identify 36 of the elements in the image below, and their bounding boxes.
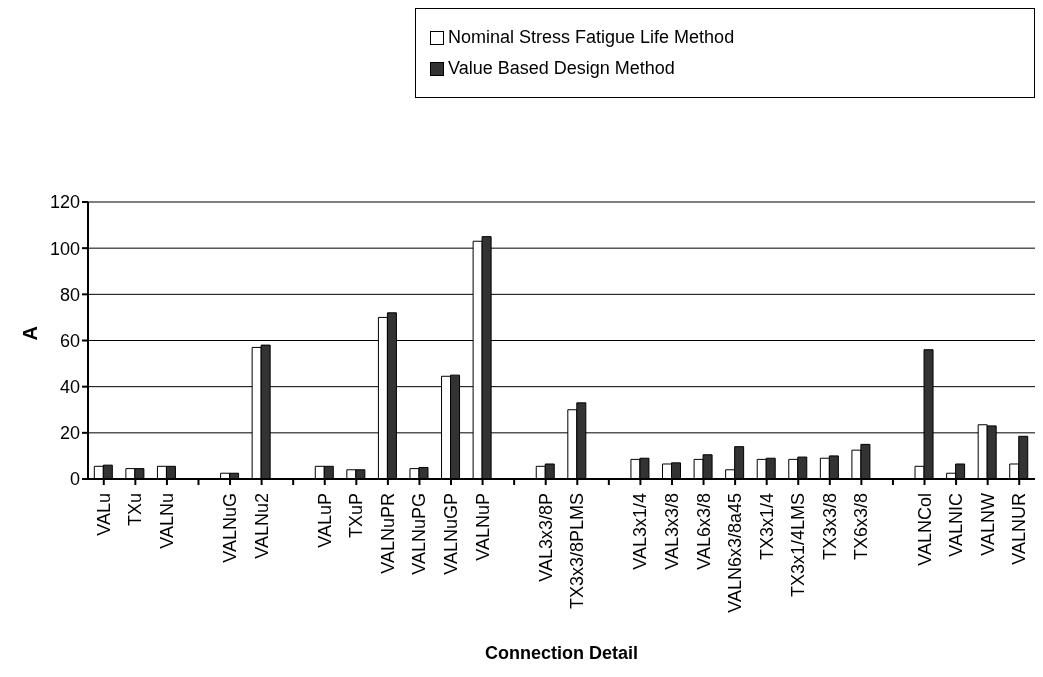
x-tick-label: VAL3x1/4	[630, 493, 651, 570]
legend-label: Nominal Stress Fatigue Life Method	[448, 27, 735, 48]
legend-label: Value Based Design Method	[448, 58, 675, 79]
x-tick-label: TX6x3/8	[851, 493, 872, 561]
x-tick-label: VALNuPG	[409, 493, 430, 575]
x-axis-title: Connection Detail	[484, 643, 639, 663]
y-tick-label: 120	[49, 192, 80, 213]
x-tick-label: TX3x3/8PLMS	[567, 493, 588, 610]
x-tick-label: VALu	[93, 493, 114, 536]
y-tick-label: 20	[59, 423, 80, 444]
x-tick-label: TX3x3/8	[819, 493, 840, 561]
y-tick-label: 40	[59, 377, 80, 398]
x-tick-label: VAL3x3/8P	[535, 493, 556, 582]
y-tick-label: 60	[59, 330, 80, 351]
x-tick-label: VALNu2	[251, 493, 272, 559]
x-tick-label: VALNuGP	[441, 493, 462, 575]
x-tick-label: VALuP	[314, 493, 335, 548]
x-tick-label: VAL6x3/8	[693, 493, 714, 570]
y-tick-label: 80	[59, 284, 80, 305]
x-tick-label: VALNCol	[914, 493, 935, 566]
x-tick-label: VALNu	[156, 493, 177, 549]
x-tick-label: VALNW	[977, 493, 998, 556]
x-tick-label: VALN6x3/8a45	[725, 493, 746, 613]
x-tick-label: VALNUR	[1009, 493, 1030, 565]
x-tick-label: VALNIC	[946, 493, 967, 557]
x-tick-label: TXuP	[346, 493, 367, 539]
y-tick-label: 100	[49, 238, 80, 259]
x-tick-label: VAL3x3/8	[661, 493, 682, 570]
x-tick-label: TXu	[125, 493, 146, 527]
x-tick-label: VALNuPR	[377, 493, 398, 574]
y-axis-title: A	[19, 326, 42, 341]
y-tick-label: 0	[69, 469, 80, 490]
x-tick-label: TX3x1/4LMS	[788, 493, 809, 598]
x-tick-label: TX3x1/4	[756, 493, 777, 561]
x-tick-label: VALNuP	[472, 493, 493, 561]
x-tick-label: VALNuG	[220, 493, 241, 563]
